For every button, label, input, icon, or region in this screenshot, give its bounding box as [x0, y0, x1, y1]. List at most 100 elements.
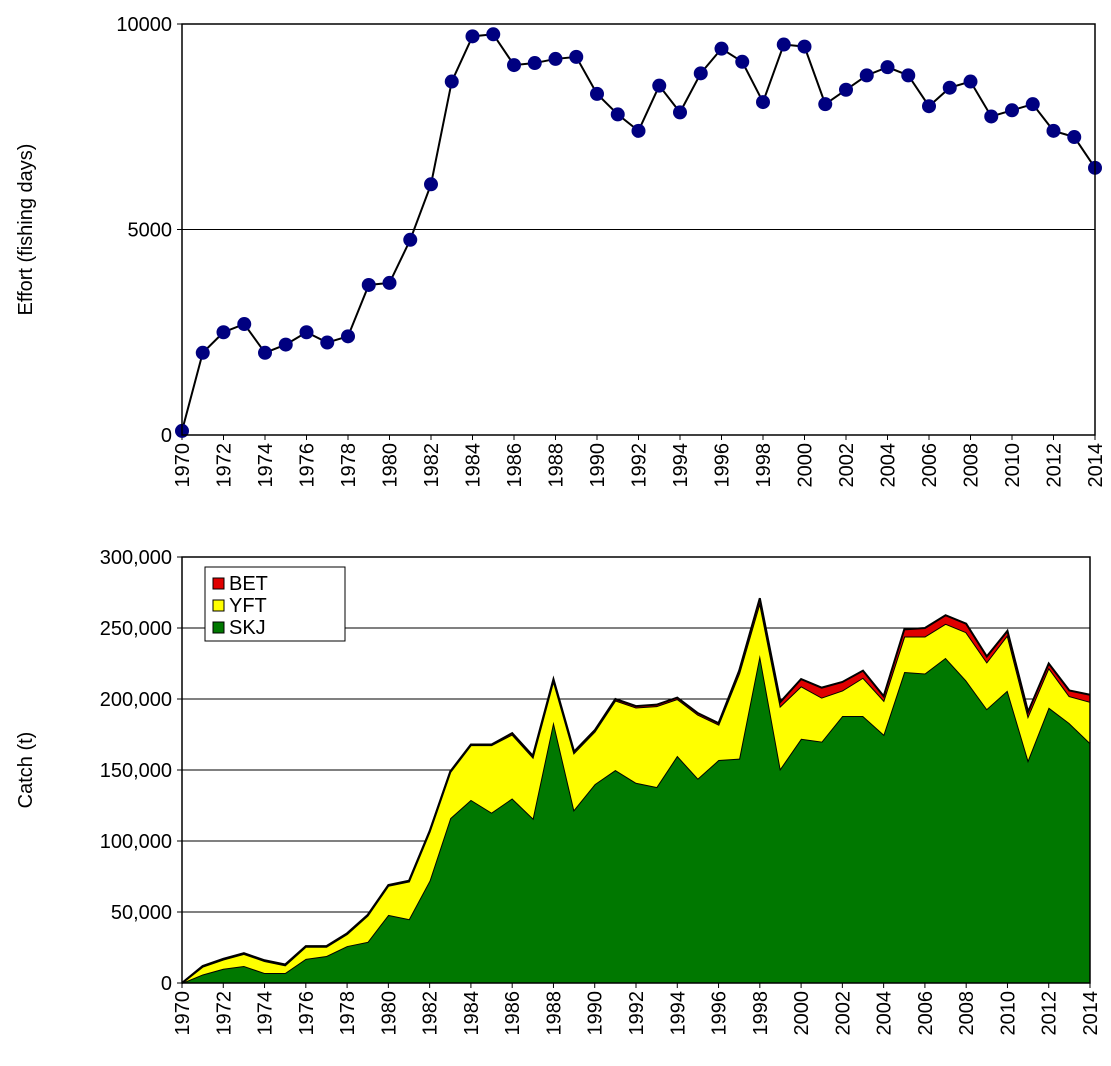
x-tick-label: 2000: [791, 991, 813, 1036]
legend-box: [204, 566, 346, 642]
y-tick-label: 300,000: [100, 547, 172, 569]
x-tick-label: 1992: [626, 991, 648, 1036]
x-tick-label: 1998: [753, 443, 775, 488]
x-tick-label: 1976: [296, 991, 318, 1036]
effort-point: [1046, 123, 1061, 138]
effort-point: [258, 345, 272, 360]
x-tick-label: 2004: [878, 443, 900, 488]
effort-point: [278, 337, 293, 352]
x-tick-label: 2000: [795, 443, 817, 488]
x-tick-label: 1994: [667, 991, 689, 1036]
effort-point: [631, 123, 646, 138]
effort-point: [548, 51, 563, 66]
x-tick-label: 2006: [919, 443, 941, 488]
x-tick-label: 1980: [378, 991, 400, 1036]
x-tick-label: 1996: [712, 443, 734, 488]
effort-point: [590, 86, 604, 101]
x-tick-label: 1994: [670, 443, 692, 488]
x-tick-label: 1970: [172, 443, 194, 488]
effort-point: [507, 58, 521, 73]
x-tick-label: 1972: [214, 443, 236, 488]
x-tick-label: 2010: [1002, 443, 1024, 488]
effort-point: [1025, 97, 1040, 112]
x-tick-label: 2012: [1044, 443, 1066, 488]
y-tick-label: 5000: [128, 220, 173, 242]
effort-point: [818, 97, 833, 112]
effort-point: [693, 66, 708, 81]
x-tick-label: 1984: [461, 991, 483, 1036]
effort-point: [963, 74, 978, 89]
x-tick-label: 2004: [874, 991, 896, 1036]
x-tick-label: 1988: [546, 443, 568, 488]
y-tick-label: 50,000: [111, 902, 172, 924]
x-tick-label: 1986: [504, 443, 526, 488]
x-tick-label: 2002: [832, 991, 854, 1036]
x-tick-label: 2014: [1080, 991, 1102, 1036]
effort-point: [527, 56, 542, 71]
effort-point: [610, 107, 625, 122]
effort-point: [859, 68, 874, 83]
x-tick-label: 2010: [997, 991, 1019, 1036]
x-tick-label: 1998: [750, 991, 772, 1036]
x-tick-label: 1974: [255, 443, 277, 488]
effort-point: [361, 277, 376, 292]
effort-point: [901, 68, 916, 83]
x-tick-label: 1990: [585, 991, 607, 1036]
y-tick-label: 150,000: [100, 760, 172, 782]
effort-point: [673, 105, 687, 120]
effort-point: [444, 74, 459, 89]
effort-point: [776, 37, 791, 52]
x-tick-label: 1982: [420, 991, 442, 1036]
x-tick-label: 2008: [961, 443, 983, 488]
x-tick-label: 1970: [172, 991, 194, 1036]
effort-point: [216, 325, 231, 340]
x-tick-label: 2006: [915, 991, 937, 1036]
effort-point: [237, 317, 252, 332]
effort-point: [942, 80, 957, 95]
y-axis-title: Effort (fishing days): [15, 144, 37, 316]
effort-point: [382, 275, 397, 290]
x-tick-label: 1984: [463, 443, 485, 488]
effort-point: [714, 41, 729, 56]
legend-swatch: [212, 599, 225, 612]
catch-area: [182, 602, 1090, 983]
effort-point: [1005, 103, 1019, 118]
x-tick-label: 1986: [502, 991, 524, 1036]
x-tick-label: 1990: [587, 443, 609, 488]
effort-point: [299, 325, 314, 340]
x-tick-label: 2014: [1085, 443, 1107, 488]
x-tick-label: 1982: [421, 443, 443, 488]
x-tick-label: 1978: [338, 443, 360, 488]
effort-point: [880, 60, 895, 75]
x-tick-label: 1974: [255, 991, 277, 1036]
y-tick-label: 0: [161, 425, 172, 447]
y-tick-label: 10000: [116, 14, 172, 36]
effort-point: [756, 95, 770, 110]
legend-label: BET: [229, 573, 268, 595]
effort-point: [569, 49, 584, 64]
effort-point: [652, 78, 667, 93]
effort-point: [195, 345, 210, 360]
effort-point: [403, 232, 418, 247]
legend-label: SKJ: [229, 617, 266, 639]
y-tick-label: 250,000: [100, 618, 172, 640]
x-tick-label: 1976: [297, 443, 319, 488]
effort-point: [984, 109, 999, 124]
x-tick-label: 1978: [337, 991, 359, 1036]
effort-point: [797, 39, 812, 54]
x-tick-label: 1992: [629, 443, 651, 488]
effort-point: [1067, 130, 1082, 145]
effort-point: [465, 29, 480, 44]
plot-frame: [181, 23, 1096, 436]
catch-area: [182, 654, 1090, 983]
y-tick-label: 0: [161, 973, 172, 995]
x-tick-label: 2002: [836, 443, 858, 488]
effort-point: [486, 27, 501, 42]
x-tick-label: 1980: [380, 443, 402, 488]
y-axis-title: Catch (t): [15, 732, 37, 809]
effort-point: [341, 329, 355, 344]
effort-point: [424, 177, 438, 192]
legend-swatch: [212, 621, 225, 634]
